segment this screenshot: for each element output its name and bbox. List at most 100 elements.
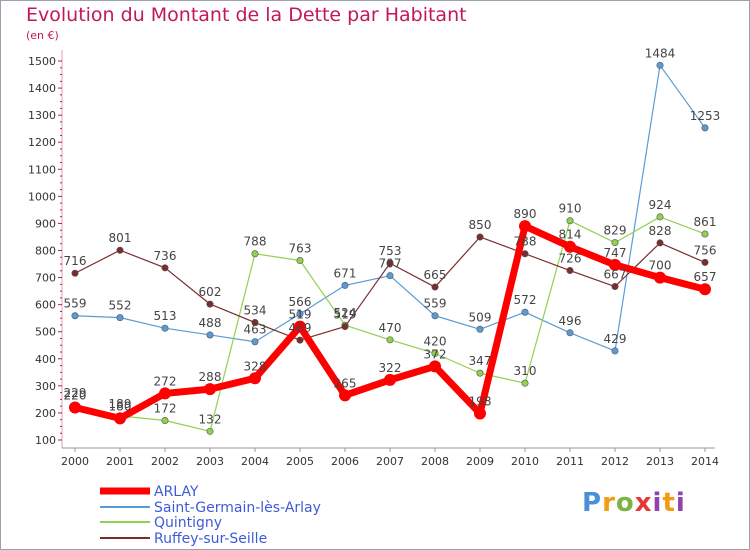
data-label-saint-germain-l-s-arlay: 572: [514, 293, 537, 307]
data-label-saint-germain-l-s-arlay: 509: [469, 310, 492, 324]
logo-letter: i: [675, 488, 686, 518]
y-tick-label: 500: [35, 326, 56, 339]
data-label-quintigny: 347: [469, 354, 492, 368]
data-point-saint-germain-l-s-arlay: [341, 281, 349, 289]
y-tick-label: 1000: [28, 190, 56, 203]
data-point-quintigny: [296, 257, 304, 265]
data-label-quintigny: 420: [424, 334, 447, 348]
data-label-arlay: 198: [469, 394, 492, 408]
data-point-quintigny: [476, 369, 484, 377]
data-label-quintigny: 172: [154, 402, 177, 416]
data-point-quintigny: [521, 379, 529, 387]
y-tick-label: 1100: [28, 163, 56, 176]
data-label-quintigny: 829: [604, 224, 627, 238]
data-label-arlay: 288: [199, 370, 222, 384]
data-label-arlay: 519: [289, 308, 312, 322]
x-tick-label: 2000: [61, 455, 89, 468]
data-label-saint-germain-l-s-arlay: 429: [604, 332, 627, 346]
data-point-quintigny: [251, 250, 259, 258]
data-point-arlay: [654, 271, 666, 284]
y-tick-label: 1400: [28, 82, 56, 95]
data-point-arlay: [429, 360, 441, 373]
data-point-arlay: [159, 387, 171, 400]
logo-letter: t: [662, 488, 676, 518]
data-label-arlay: 700: [649, 259, 672, 273]
data-point-saint-germain-l-s-arlay: [521, 308, 529, 316]
data-label-ruffey-sur-seille: 801: [109, 231, 132, 245]
data-point-arlay: [204, 383, 216, 396]
y-tick-label: 200: [35, 407, 56, 420]
data-label-ruffey-sur-seille: 534: [244, 304, 267, 318]
x-tick-label: 2003: [196, 455, 224, 468]
data-point-saint-germain-l-s-arlay: [251, 338, 259, 346]
x-tick-label: 2001: [106, 455, 134, 468]
data-point-arlay: [339, 389, 351, 402]
data-label-saint-germain-l-s-arlay: 463: [244, 323, 267, 337]
data-point-ruffey-sur-seille: [116, 246, 124, 254]
data-point-ruffey-sur-seille: [566, 267, 574, 275]
data-point-arlay: [699, 283, 711, 296]
data-label-ruffey-sur-seille: 753: [379, 244, 402, 258]
data-point-saint-germain-l-s-arlay: [71, 312, 79, 320]
data-label-quintigny: 763: [289, 242, 312, 256]
data-label-ruffey-sur-seille: 667: [604, 268, 627, 282]
data-label-saint-germain-l-s-arlay: 671: [334, 266, 357, 280]
logo-letter: o: [615, 488, 635, 518]
legend-label-quintigny: Quintigny: [154, 515, 222, 531]
data-label-ruffey-sur-seille: 828: [649, 224, 672, 238]
data-point-quintigny: [206, 427, 214, 435]
data-point-ruffey-sur-seille: [386, 259, 394, 267]
data-label-ruffey-sur-seille: 469: [289, 321, 312, 335]
data-point-quintigny: [656, 213, 664, 221]
data-label-ruffey-sur-seille: 716: [64, 254, 87, 268]
data-point-saint-germain-l-s-arlay: [656, 61, 664, 69]
data-point-quintigny: [161, 417, 169, 425]
data-point-ruffey-sur-seille: [251, 319, 259, 327]
data-point-ruffey-sur-seille: [656, 239, 664, 247]
legend-label-saint-germain-l-s-arlay: Saint-Germain-lès-Arlay: [154, 500, 321, 516]
x-tick-label: 2008: [421, 455, 449, 468]
data-label-saint-germain-l-s-arlay: 1484: [645, 46, 676, 60]
data-label-saint-germain-l-s-arlay: 559: [64, 297, 87, 311]
data-point-quintigny: [431, 349, 439, 357]
data-point-ruffey-sur-seille: [701, 258, 709, 266]
data-point-quintigny: [386, 336, 394, 344]
data-point-saint-germain-l-s-arlay: [116, 314, 124, 322]
data-point-quintigny: [566, 217, 574, 225]
data-label-arlay: 322: [379, 361, 402, 375]
x-tick-label: 2013: [646, 455, 674, 468]
data-point-saint-germain-l-s-arlay: [206, 331, 214, 339]
x-tick-label: 2009: [466, 455, 494, 468]
data-point-arlay: [249, 372, 261, 385]
data-point-ruffey-sur-seille: [431, 283, 439, 291]
data-point-arlay: [519, 220, 531, 233]
data-label-saint-germain-l-s-arlay: 488: [199, 316, 222, 330]
data-label-quintigny: 470: [379, 321, 402, 335]
data-point-ruffey-sur-seille: [476, 233, 484, 241]
data-point-saint-germain-l-s-arlay: [161, 324, 169, 332]
x-tick-label: 2005: [286, 455, 314, 468]
data-point-saint-germain-l-s-arlay: [386, 272, 394, 280]
x-tick-label: 2004: [241, 455, 269, 468]
data-label-arlay: 220: [64, 389, 87, 403]
chart-title: Evolution du Montant de la Dette par Hab…: [26, 4, 467, 26]
data-label-saint-germain-l-s-arlay: 566: [289, 295, 312, 309]
data-point-arlay: [384, 373, 396, 386]
y-tick-label: 1200: [28, 136, 56, 149]
data-point-quintigny: [701, 230, 709, 238]
data-point-arlay: [474, 407, 486, 420]
x-tick-label: 2007: [376, 455, 404, 468]
x-tick-label: 2006: [331, 455, 359, 468]
y-tick-label: 700: [35, 272, 56, 285]
data-label-arlay: 372: [424, 347, 447, 361]
data-label-saint-germain-l-s-arlay: 1253: [690, 109, 721, 123]
y-tick-label: 1500: [28, 55, 56, 68]
data-point-ruffey-sur-seille: [206, 300, 214, 308]
data-label-arlay: 180: [109, 399, 132, 413]
data-point-ruffey-sur-seille: [71, 269, 79, 277]
proxiti-logo: Proxiti: [582, 488, 686, 518]
data-point-ruffey-sur-seille: [611, 283, 619, 291]
x-tick-label: 2011: [556, 455, 584, 468]
y-tick-label: 900: [35, 217, 56, 230]
data-label-arlay: 272: [154, 374, 177, 388]
